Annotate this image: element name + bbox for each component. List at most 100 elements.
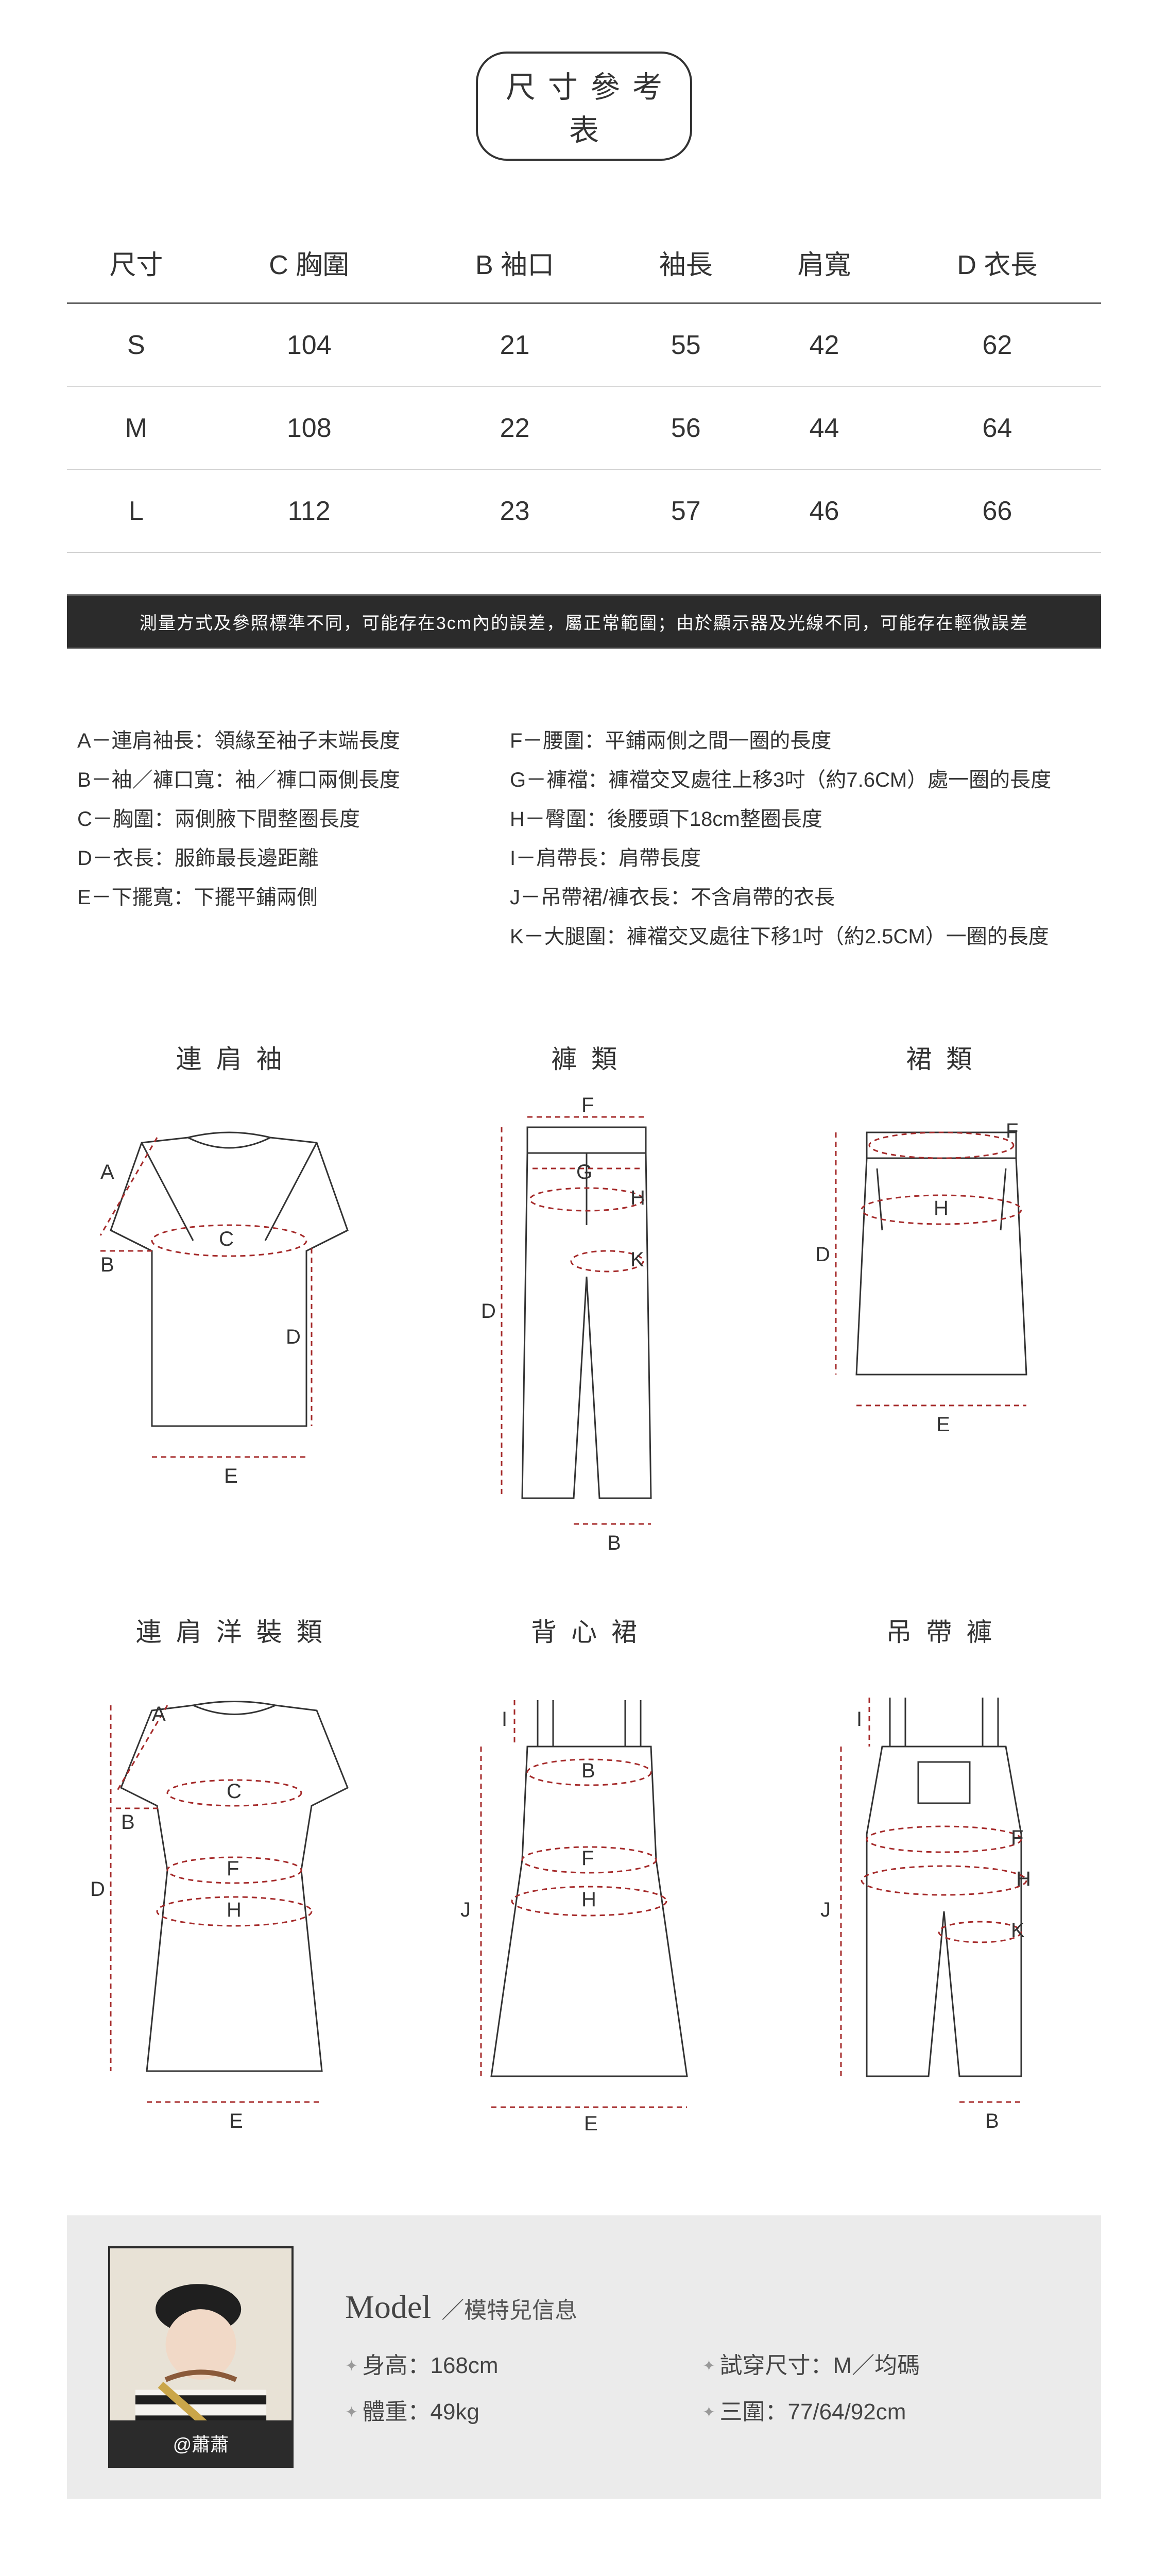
- svg-text:F: F: [1011, 1826, 1023, 1849]
- legend-item: I－肩帶長：肩帶長度: [510, 839, 1091, 878]
- diagram-raglan-tee: 連肩袖 A B C D E: [67, 1039, 391, 1560]
- model-name: @蕭蕭: [110, 2420, 291, 2466]
- model-heading: Model ／模特兒信息: [345, 2288, 1060, 2326]
- svg-text:B: B: [985, 2110, 999, 2132]
- page-title: 尺寸參考表: [476, 52, 692, 161]
- raglan-tee-svg: A B C D E: [70, 1096, 389, 1488]
- svg-text:K: K: [1011, 1919, 1025, 1942]
- legend-item: A－連肩袖長：領緣至袖子末端長度: [77, 721, 469, 760]
- cell: 23: [413, 470, 617, 553]
- svg-text:I: I: [502, 1708, 507, 1731]
- size-col-sleeve: 袖長: [616, 223, 755, 303]
- model-info: Model ／模特兒信息 身高：168cm 試穿尺寸：M／均碼 體重：49kg 三…: [345, 2288, 1060, 2426]
- legend-item: J－吊帶裙/褲衣長：不含肩帶的衣長: [510, 878, 1091, 917]
- cami-dress-svg: I B F H J E: [424, 1669, 744, 2133]
- cell: 22: [413, 387, 617, 470]
- svg-text:E: E: [584, 2112, 598, 2133]
- cell: 44: [755, 387, 894, 470]
- diagram-cami-dress: 背心裙 I B F H J: [422, 1612, 746, 2133]
- svg-text:C: C: [219, 1228, 234, 1250]
- size-table: 尺寸 C 胸圍 B 袖口 袖長 肩寬 D 衣長 S 104 21 55 42 6…: [67, 223, 1101, 553]
- svg-text:B: B: [581, 1759, 595, 1782]
- cell: 57: [616, 470, 755, 553]
- table-row: L 112 23 57 46 66: [67, 470, 1101, 553]
- measurement-note: 測量方式及參照標準不同，可能存在3cm內的誤差，屬正常範圍；由於顯示器及光線不同…: [67, 594, 1101, 649]
- svg-text:A: A: [100, 1161, 114, 1183]
- garment-diagrams: 連肩袖 A B C D E: [67, 1039, 1101, 2133]
- model-photo: @蕭蕭: [108, 2246, 294, 2468]
- size-col-chest: C 胸圍: [205, 223, 413, 303]
- svg-text:H: H: [1016, 1868, 1031, 1890]
- legend-item: H－臀圍：後腰頭下18cm整圈長度: [510, 800, 1091, 839]
- svg-text:H: H: [630, 1187, 645, 1209]
- skirt-svg: F H D E: [779, 1096, 1098, 1447]
- cell: 55: [616, 303, 755, 387]
- size-col-cuff: B 袖口: [413, 223, 617, 303]
- cell: M: [67, 387, 205, 470]
- svg-text:J: J: [820, 1899, 831, 1921]
- svg-text:B: B: [100, 1253, 114, 1276]
- svg-text:G: G: [576, 1161, 592, 1183]
- cell: 21: [413, 303, 617, 387]
- model-measure: 三圍：77/64/92cm: [702, 2393, 1060, 2426]
- svg-text:H: H: [227, 1899, 242, 1921]
- svg-text:H: H: [581, 1888, 596, 1911]
- diagram-title: 連肩洋裝類: [67, 1612, 391, 1649]
- measurement-legend: A－連肩袖長：領緣至袖子末端長度 B－袖／褲口寬：袖／褲口兩側長度 C－胸圍：兩…: [67, 721, 1101, 956]
- legend-right-column: F－腰圍：平鋪兩側之間一圈的長度 G－褲襠：褲襠交叉處往上移3吋（約7.6CM）…: [510, 721, 1091, 956]
- svg-text:F: F: [581, 1096, 594, 1116]
- legend-item: B－袖／褲口寬：袖／褲口兩側長度: [77, 760, 469, 800]
- diagram-overalls: 吊帶褲 I F H K: [777, 1612, 1101, 2133]
- diagram-skirt: 裙類 F H D E: [777, 1039, 1101, 1560]
- cell: 112: [205, 470, 413, 553]
- diagram-title: 吊帶褲: [777, 1612, 1101, 1649]
- cell: 66: [894, 470, 1101, 553]
- cell: 64: [894, 387, 1101, 470]
- legend-item: F－腰圍：平鋪兩側之間一圈的長度: [510, 721, 1091, 760]
- cell: 46: [755, 470, 894, 553]
- raglan-dress-svg: A B C F H D E: [70, 1669, 389, 2133]
- model-heading-sub: ／模特兒信息: [441, 2298, 577, 2323]
- svg-text:E: E: [224, 1465, 238, 1487]
- diagram-title: 裙類: [777, 1039, 1101, 1076]
- legend-left-column: A－連肩袖長：領緣至袖子末端長度 B－袖／褲口寬：袖／褲口兩側長度 C－胸圍：兩…: [77, 721, 469, 956]
- legend-item: K－大腿圍：褲襠交叉處往下移1吋（約2.5CM）一圈的長度: [510, 917, 1091, 956]
- svg-text:C: C: [227, 1780, 242, 1803]
- overalls-svg: I F H K J B: [779, 1669, 1098, 2133]
- legend-item: C－胸圍：兩側腋下間整圈長度: [77, 800, 469, 839]
- cell: 42: [755, 303, 894, 387]
- cell: 104: [205, 303, 413, 387]
- svg-text:B: B: [607, 1532, 621, 1554]
- model-stats: 身高：168cm 試穿尺寸：M／均碼 體重：49kg 三圍：77/64/92cm: [345, 2347, 1060, 2426]
- table-row: S 104 21 55 42 62: [67, 303, 1101, 387]
- size-table-header-row: 尺寸 C 胸圍 B 袖口 袖長 肩寬 D 衣長: [67, 223, 1101, 303]
- model-fit: 試穿尺寸：M／均碼: [702, 2347, 1060, 2380]
- model-heading-main: Model: [345, 2289, 431, 2325]
- svg-text:H: H: [934, 1197, 949, 1219]
- svg-text:D: D: [90, 1878, 105, 1901]
- size-col-size: 尺寸: [67, 223, 205, 303]
- model-info-box: @蕭蕭 Model ／模特兒信息 身高：168cm 試穿尺寸：M／均碼 體重：49…: [67, 2215, 1101, 2499]
- cell: S: [67, 303, 205, 387]
- diagram-title: 背心裙: [422, 1612, 746, 1649]
- cell: L: [67, 470, 205, 553]
- diagram-pants: 褲類 F G H K D B: [422, 1039, 746, 1560]
- svg-text:E: E: [229, 2110, 243, 2132]
- model-weight: 體重：49kg: [345, 2393, 702, 2426]
- diagram-raglan-dress: 連肩洋裝類 A B C F H D E: [67, 1612, 391, 2133]
- table-row: M 108 22 56 44 64: [67, 387, 1101, 470]
- svg-text:B: B: [121, 1811, 135, 1834]
- size-col-shoulder: 肩寬: [755, 223, 894, 303]
- diagram-title: 褲類: [422, 1039, 746, 1076]
- model-height: 身高：168cm: [345, 2347, 702, 2380]
- cell: 62: [894, 303, 1101, 387]
- legend-item: E－下擺寬：下擺平鋪兩側: [77, 878, 469, 917]
- pants-svg: F G H K D B: [424, 1096, 744, 1560]
- svg-text:A: A: [152, 1703, 166, 1725]
- svg-text:D: D: [815, 1243, 830, 1266]
- svg-text:F: F: [581, 1847, 594, 1870]
- diagram-title: 連肩袖: [67, 1039, 391, 1076]
- svg-text:K: K: [630, 1248, 644, 1271]
- svg-text:I: I: [856, 1708, 862, 1731]
- svg-text:F: F: [227, 1857, 239, 1880]
